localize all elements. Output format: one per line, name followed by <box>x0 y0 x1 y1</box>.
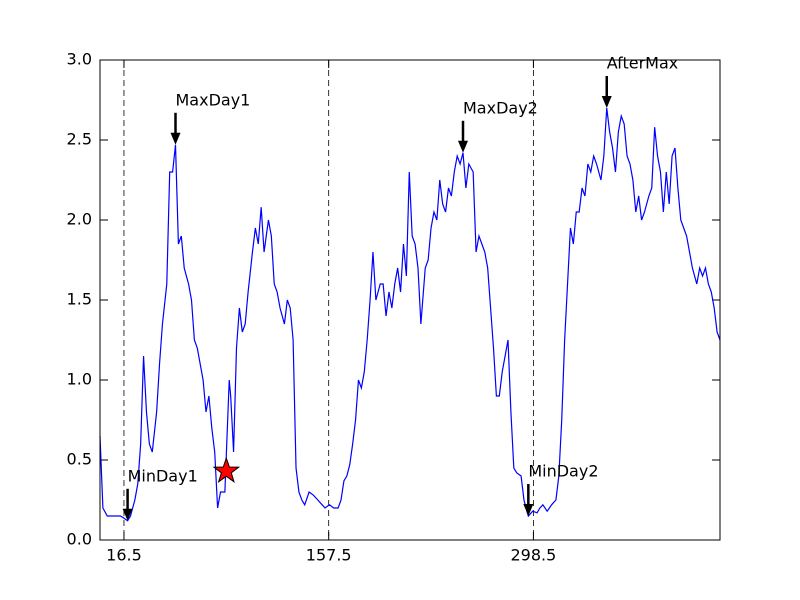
y-tick-label: 0.0 <box>67 530 92 549</box>
y-tick-label: 3.0 <box>67 50 92 69</box>
annotation-label: MinDay2 <box>528 462 598 481</box>
annotation-arrowhead <box>457 140 468 153</box>
annotation-arrowhead <box>523 504 534 516</box>
annotation-label: MaxDay1 <box>176 90 251 109</box>
y-tick-label: 0.5 <box>67 450 92 469</box>
data-line <box>99 107 721 522</box>
y-tick-label: 2.0 <box>67 210 92 229</box>
star-marker <box>212 456 241 483</box>
y-tick-label: 1.5 <box>67 290 92 309</box>
annotation-label: MinDay1 <box>128 466 198 485</box>
annotation-label: MaxDay2 <box>463 98 538 117</box>
x-tick-label: 16.5 <box>106 546 142 565</box>
annotation-arrowhead <box>170 132 181 145</box>
annotation-arrowhead <box>601 96 612 108</box>
x-tick-label: 157.5 <box>306 546 352 565</box>
annotation-label: AfterMax <box>607 54 679 73</box>
x-tick-label: 298.5 <box>511 546 557 565</box>
y-tick-label: 1.0 <box>67 370 92 389</box>
annotation-arrowhead <box>122 508 133 521</box>
plot-frame <box>99 59 721 541</box>
y-tick-label: 2.5 <box>67 130 92 149</box>
